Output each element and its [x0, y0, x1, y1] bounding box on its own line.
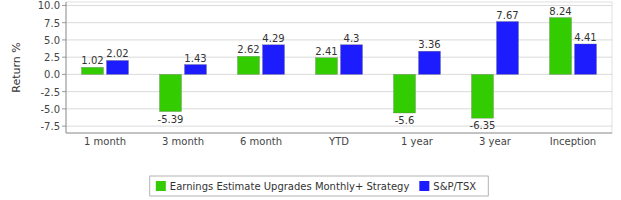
tick-label: 2.5 [44, 52, 60, 63]
data-label: 2.62 [237, 44, 259, 55]
tick-mark [62, 57, 66, 58]
tick-label: 5.0 [44, 35, 60, 46]
bar [107, 60, 129, 74]
category-label: 3 year [479, 136, 512, 147]
data-label: 8.24 [549, 6, 571, 17]
bar [238, 56, 260, 74]
data-labels: 1.022.02 -5.39 1.43 2.624.29 2.41 4.3 -5.6 3.36… [81, 6, 596, 132]
chart: -7.5 -5.0 -2.5 0.0 2.5 5.0 7.5 10.0 Return % 1.02… [0, 0, 621, 200]
bar [419, 51, 441, 74]
category-label: 1 month [84, 136, 126, 147]
bar [185, 65, 207, 75]
category-label: YTD [328, 136, 349, 147]
grid-line [66, 22, 612, 23]
tick-label: 7.5 [44, 18, 60, 29]
data-label: -5.6 [395, 115, 415, 126]
data-label: 1.43 [184, 53, 206, 64]
data-label: 2.02 [106, 48, 128, 59]
data-label: 4.3 [344, 33, 360, 44]
data-label: 3.36 [418, 39, 440, 50]
grid-line [66, 91, 612, 92]
bar [160, 74, 182, 111]
category-label: 6 month [240, 136, 282, 147]
grid-line [66, 74, 612, 75]
data-label: -5.39 [158, 114, 184, 125]
grid-line [66, 5, 612, 6]
tick-mark [62, 108, 66, 109]
y-axis-label: Return % [10, 42, 23, 92]
bar [263, 45, 285, 75]
bar [82, 67, 104, 74]
grid-line [66, 39, 612, 40]
y-axis [66, 2, 67, 133]
legend-label: Earnings Estimate Upgrades Monthly+ Stra… [170, 181, 410, 192]
tick-mark [62, 5, 66, 6]
bar [497, 22, 519, 75]
category-label: 3 month [162, 136, 204, 147]
data-label: 4.29 [262, 33, 284, 44]
tick-mark [62, 39, 66, 40]
data-label: 4.41 [574, 32, 596, 43]
legend-swatch [156, 181, 166, 191]
tick-mark [62, 91, 66, 92]
grid-line [66, 57, 612, 58]
legend-box [150, 176, 488, 196]
legend: Earnings Estimate Upgrades Monthly+ Stra… [150, 176, 488, 196]
category-label: 1 year [401, 136, 434, 147]
tick-label: 0.0 [44, 69, 60, 80]
bar [316, 58, 338, 75]
grid-line [66, 126, 612, 127]
data-label: -6.35 [470, 120, 496, 131]
plot-frame [66, 2, 612, 133]
bar [341, 45, 363, 75]
tick-label: -7.5 [40, 121, 60, 132]
data-label: 7.67 [496, 10, 518, 21]
bar [575, 44, 597, 74]
bar [394, 74, 416, 113]
tick-mark [62, 126, 66, 127]
category-label: Inception [550, 136, 596, 147]
data-label: 1.02 [81, 55, 103, 66]
tick-label: 10.0 [38, 0, 60, 11]
tick-label: -5.0 [40, 104, 60, 115]
tick-mark [62, 74, 66, 75]
data-label: 2.41 [315, 46, 337, 57]
tick-label: -2.5 [40, 87, 60, 98]
bar [472, 74, 494, 118]
bars [82, 18, 597, 119]
grid-line [66, 108, 612, 109]
legend-swatch [419, 181, 429, 191]
legend-label: S&P/TSX [433, 181, 476, 192]
x-axis [66, 133, 612, 134]
bar [550, 18, 572, 75]
tick-mark [62, 22, 66, 23]
